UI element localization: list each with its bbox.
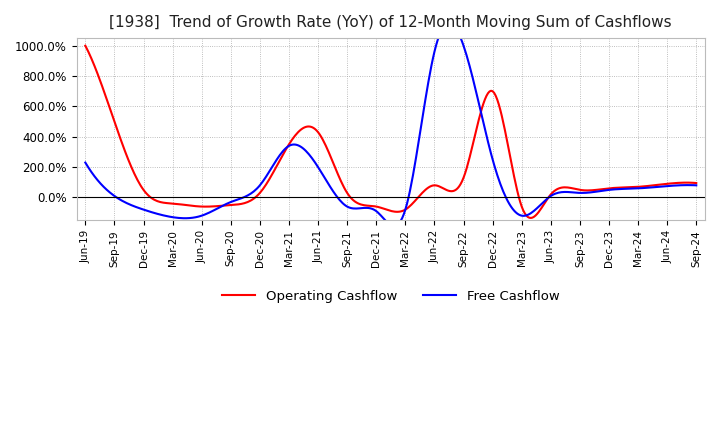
Operating Cashflow: [155, 199, 163, 204]
Legend: Operating Cashflow, Free Cashflow: Operating Cashflow, Free Cashflow: [217, 285, 565, 308]
Operating Cashflow: [522, 213, 531, 218]
Free Cashflow: [528, 209, 536, 215]
Title: [1938]  Trend of Growth Rate (YoY) of 12-Month Moving Sum of Cashflows: [1938] Trend of Growth Rate (YoY) of 12-…: [109, 15, 672, 30]
Operating Cashflow: [525, 215, 534, 220]
Operating Cashflow: [465, 154, 474, 160]
Free Cashflow: [390, 223, 399, 228]
Operating Cashflow: [81, 43, 90, 48]
Operating Cashflow: [692, 180, 701, 186]
Free Cashflow: [446, 21, 454, 26]
Free Cashflow: [280, 147, 289, 152]
Free Cashflow: [81, 160, 90, 165]
Free Cashflow: [469, 75, 477, 81]
Line: Free Cashflow: Free Cashflow: [86, 23, 696, 226]
Operating Cashflow: [526, 215, 535, 220]
Operating Cashflow: [323, 146, 332, 151]
Free Cashflow: [155, 212, 163, 217]
Free Cashflow: [525, 212, 534, 217]
Free Cashflow: [692, 183, 701, 188]
Line: Operating Cashflow: Operating Cashflow: [86, 46, 696, 218]
Operating Cashflow: [280, 150, 289, 155]
Free Cashflow: [323, 180, 332, 185]
